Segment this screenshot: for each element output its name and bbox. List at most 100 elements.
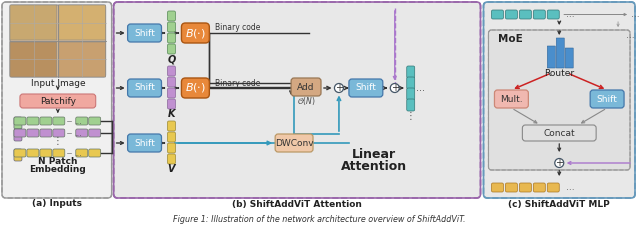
- FancyBboxPatch shape: [89, 117, 100, 125]
- FancyBboxPatch shape: [89, 129, 100, 137]
- FancyBboxPatch shape: [2, 2, 111, 198]
- FancyBboxPatch shape: [14, 129, 26, 137]
- Text: ...: ...: [630, 10, 639, 19]
- Circle shape: [555, 158, 564, 167]
- FancyBboxPatch shape: [53, 129, 65, 137]
- Text: MoE: MoE: [499, 34, 523, 44]
- Text: Concat: Concat: [543, 128, 575, 137]
- FancyBboxPatch shape: [168, 121, 175, 131]
- FancyBboxPatch shape: [495, 90, 529, 108]
- FancyBboxPatch shape: [168, 22, 175, 32]
- FancyBboxPatch shape: [520, 10, 531, 19]
- FancyBboxPatch shape: [168, 143, 175, 153]
- FancyBboxPatch shape: [59, 42, 106, 77]
- Text: ...: ...: [566, 10, 575, 19]
- FancyBboxPatch shape: [168, 44, 175, 54]
- Text: Embedding: Embedding: [29, 164, 86, 174]
- FancyBboxPatch shape: [181, 78, 209, 98]
- FancyBboxPatch shape: [10, 42, 57, 77]
- FancyBboxPatch shape: [76, 129, 88, 137]
- Text: Shift: Shift: [134, 139, 155, 147]
- FancyBboxPatch shape: [76, 149, 88, 157]
- FancyBboxPatch shape: [40, 117, 52, 125]
- FancyBboxPatch shape: [127, 79, 161, 97]
- Text: $B(\cdot)$: $B(\cdot)$: [185, 27, 206, 39]
- Text: Binary code: Binary code: [215, 24, 260, 33]
- Text: Input Image: Input Image: [31, 79, 85, 88]
- FancyBboxPatch shape: [349, 79, 383, 97]
- FancyBboxPatch shape: [59, 5, 106, 40]
- FancyBboxPatch shape: [506, 183, 517, 192]
- FancyBboxPatch shape: [168, 33, 175, 43]
- FancyBboxPatch shape: [168, 11, 175, 21]
- FancyBboxPatch shape: [89, 149, 100, 157]
- FancyBboxPatch shape: [275, 134, 313, 152]
- Text: Shift: Shift: [134, 28, 155, 38]
- FancyBboxPatch shape: [547, 183, 559, 192]
- Text: (a) Inputs: (a) Inputs: [32, 199, 82, 208]
- FancyBboxPatch shape: [506, 10, 517, 19]
- FancyBboxPatch shape: [114, 2, 481, 198]
- Text: Mult.: Mult.: [500, 95, 523, 104]
- FancyBboxPatch shape: [168, 99, 175, 109]
- FancyBboxPatch shape: [492, 10, 504, 19]
- Text: Linear: Linear: [352, 148, 396, 161]
- Text: Shift: Shift: [134, 84, 155, 93]
- FancyBboxPatch shape: [533, 183, 545, 192]
- FancyBboxPatch shape: [565, 48, 573, 68]
- Text: N Patch: N Patch: [38, 156, 77, 166]
- FancyBboxPatch shape: [407, 66, 415, 78]
- Text: Binary code: Binary code: [215, 79, 260, 87]
- FancyBboxPatch shape: [40, 149, 52, 157]
- Text: Add: Add: [298, 82, 315, 92]
- FancyBboxPatch shape: [10, 5, 57, 40]
- FancyBboxPatch shape: [14, 149, 26, 157]
- FancyBboxPatch shape: [168, 154, 175, 164]
- FancyBboxPatch shape: [76, 117, 88, 125]
- Text: ...: ...: [74, 148, 82, 158]
- FancyBboxPatch shape: [20, 94, 96, 108]
- FancyBboxPatch shape: [53, 149, 65, 157]
- Text: +: +: [391, 83, 399, 93]
- Text: Router: Router: [544, 68, 574, 77]
- FancyBboxPatch shape: [556, 38, 564, 68]
- FancyBboxPatch shape: [168, 77, 175, 87]
- Text: (b) ShiftAddViT Attention: (b) ShiftAddViT Attention: [232, 199, 362, 208]
- FancyBboxPatch shape: [168, 66, 175, 76]
- FancyBboxPatch shape: [53, 117, 65, 125]
- FancyBboxPatch shape: [27, 129, 39, 137]
- FancyBboxPatch shape: [291, 78, 321, 96]
- FancyBboxPatch shape: [168, 132, 175, 142]
- Text: Shift: Shift: [596, 95, 618, 104]
- FancyBboxPatch shape: [181, 23, 209, 43]
- Text: $B(\cdot)$: $B(\cdot)$: [185, 82, 206, 95]
- FancyBboxPatch shape: [590, 90, 624, 108]
- FancyBboxPatch shape: [520, 183, 531, 192]
- Text: ...: ...: [416, 83, 425, 93]
- FancyBboxPatch shape: [27, 117, 39, 125]
- Text: K: K: [168, 109, 175, 119]
- FancyBboxPatch shape: [533, 10, 545, 19]
- Text: DWConv: DWConv: [275, 139, 314, 147]
- Circle shape: [335, 84, 344, 93]
- FancyBboxPatch shape: [407, 88, 415, 100]
- Text: ...: ...: [74, 117, 82, 125]
- Text: ...: ...: [566, 183, 575, 192]
- FancyBboxPatch shape: [14, 129, 22, 141]
- Text: ⋮: ⋮: [53, 136, 63, 146]
- Text: +: +: [335, 83, 343, 93]
- FancyBboxPatch shape: [127, 24, 161, 42]
- FancyBboxPatch shape: [407, 77, 415, 89]
- Text: Figure 1: Illustration of the network architecture overview of ShiftAddViT.: Figure 1: Illustration of the network ar…: [173, 215, 465, 224]
- Text: Shift: Shift: [355, 84, 376, 93]
- FancyBboxPatch shape: [483, 2, 635, 198]
- Text: ⋮: ⋮: [406, 111, 415, 121]
- Text: ...: ...: [626, 30, 634, 39]
- Text: $\mathcal{O}(N)$: $\mathcal{O}(N)$: [297, 95, 316, 107]
- Text: Q: Q: [167, 54, 175, 64]
- FancyBboxPatch shape: [407, 99, 415, 111]
- Text: ...: ...: [74, 128, 82, 137]
- FancyBboxPatch shape: [488, 30, 630, 170]
- FancyBboxPatch shape: [168, 88, 175, 98]
- Circle shape: [390, 84, 399, 93]
